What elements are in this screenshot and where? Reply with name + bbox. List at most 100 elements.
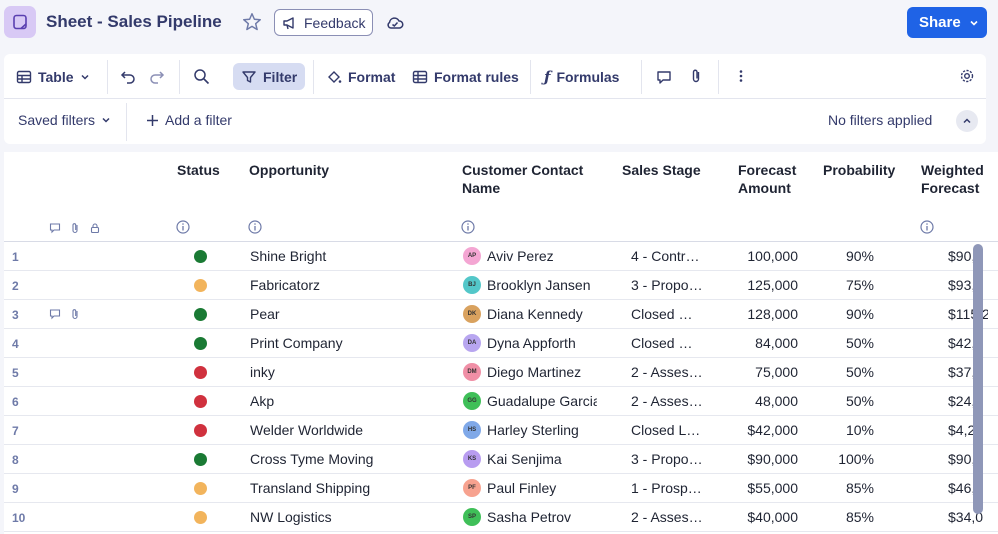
table-row[interactable]: 1 Shine Bright AP Aviv Perez 4 - Contr… 100,0…: [4, 242, 998, 271]
amount-cell[interactable]: 125,000: [747, 277, 798, 293]
probability-cell[interactable]: 10%: [845, 422, 874, 438]
table-row[interactable]: 4 Print Company DA Dyna Appforth Closed … 84,…: [4, 329, 998, 358]
contact-cell[interactable]: Dyna Appforth: [487, 335, 576, 351]
row-number[interactable]: 10: [12, 511, 26, 525]
amount-cell[interactable]: $55,000: [747, 480, 798, 496]
search-icon[interactable]: [193, 68, 210, 85]
contact-cell[interactable]: Guadalupe Garcia: [487, 393, 597, 409]
share-button[interactable]: Share: [907, 7, 987, 38]
table-row[interactable]: 5 inky DM Diego Martinez 2 - Asses… 75,000 50%…: [4, 358, 998, 387]
comment-icon[interactable]: [49, 308, 61, 320]
info-icon[interactable]: [461, 220, 475, 234]
probability-cell[interactable]: 50%: [845, 335, 874, 351]
probability-cell[interactable]: 75%: [845, 277, 874, 293]
feedback-button[interactable]: Feedback: [274, 9, 373, 36]
comment-icon[interactable]: [656, 69, 672, 85]
opportunity-cell[interactable]: Print Company: [250, 335, 343, 351]
row-number[interactable]: 5: [12, 366, 19, 380]
vertical-scrollbar[interactable]: [973, 244, 983, 514]
row-number[interactable]: 4: [12, 337, 19, 351]
status-dot[interactable]: [194, 250, 207, 263]
status-dot[interactable]: [194, 395, 207, 408]
weighted-cell[interactable]: $4,2: [948, 422, 976, 438]
redo-icon[interactable]: [148, 68, 165, 85]
row-number[interactable]: 3: [12, 308, 19, 322]
amount-cell[interactable]: 100,000: [747, 248, 798, 264]
contact-cell[interactable]: Diana Kennedy: [487, 306, 583, 322]
amount-cell[interactable]: 84,000: [755, 335, 798, 351]
saved-filters-dropdown[interactable]: Saved filters: [18, 112, 111, 128]
info-icon[interactable]: [248, 220, 262, 234]
column-header-probability[interactable]: Probability: [823, 162, 896, 178]
contact-cell[interactable]: Kai Senjima: [487, 451, 562, 467]
contact-cell[interactable]: Aviv Perez: [487, 248, 554, 264]
format-rules-button[interactable]: Format rules: [412, 63, 519, 90]
opportunity-cell[interactable]: inky: [250, 364, 275, 380]
sheet-app-icon[interactable]: [4, 6, 36, 38]
stage-cell[interactable]: Closed L…: [631, 422, 701, 438]
row-number[interactable]: 6: [12, 395, 19, 409]
collapse-button[interactable]: [956, 110, 978, 132]
table-row[interactable]: 10 NW Logistics SP Sasha Petrov 2 - Asses… $4…: [4, 503, 998, 532]
amount-cell[interactable]: 128,000: [747, 306, 798, 322]
stage-cell[interactable]: 4 - Contr…: [631, 248, 700, 264]
status-dot[interactable]: [194, 424, 207, 437]
table-row[interactable]: 7 Welder Worldwide HS Harley Sterling Closed…: [4, 416, 998, 445]
status-dot[interactable]: [194, 366, 207, 379]
status-dot[interactable]: [194, 337, 207, 350]
contact-cell[interactable]: Sasha Petrov: [487, 509, 572, 525]
column-header-amount[interactable]: Forecast Amount: [738, 161, 796, 197]
probability-cell[interactable]: 90%: [845, 248, 874, 264]
probability-cell[interactable]: 90%: [845, 306, 874, 322]
stage-cell[interactable]: 1 - Prosp…: [631, 480, 702, 496]
stage-cell[interactable]: 3 - Propo…: [631, 277, 703, 293]
row-number[interactable]: 9: [12, 482, 19, 496]
row-number[interactable]: 7: [12, 424, 19, 438]
stage-cell[interactable]: 2 - Asses…: [631, 364, 703, 380]
contact-cell[interactable]: Brooklyn Jansen: [487, 277, 591, 293]
amount-cell[interactable]: $90,000: [747, 451, 798, 467]
amount-cell[interactable]: 75,000: [755, 364, 798, 380]
opportunity-cell[interactable]: Welder Worldwide: [250, 422, 364, 438]
opportunity-cell[interactable]: Transland Shipping: [250, 480, 371, 496]
opportunity-cell[interactable]: Pear: [250, 306, 280, 322]
info-icon[interactable]: [920, 220, 934, 234]
table-row[interactable]: 3 Pear DK Diana Kennedy Closed … 128,000 90% $1…: [4, 300, 998, 329]
row-number[interactable]: 8: [12, 453, 19, 467]
gear-icon[interactable]: [959, 68, 975, 84]
stage-cell[interactable]: Closed …: [631, 335, 693, 351]
amount-cell[interactable]: 48,000: [755, 393, 798, 409]
probability-cell[interactable]: 85%: [845, 480, 874, 496]
view-switcher[interactable]: Table: [16, 63, 90, 90]
undo-icon[interactable]: [120, 68, 137, 85]
probability-cell[interactable]: 85%: [845, 509, 874, 525]
column-header-stage[interactable]: Sales Stage: [622, 162, 701, 178]
star-icon[interactable]: [241, 11, 263, 33]
filter-button[interactable]: Filter: [233, 63, 306, 90]
stage-cell[interactable]: 2 - Asses…: [631, 393, 703, 409]
stage-cell[interactable]: 2 - Asses…: [631, 509, 703, 525]
info-icon[interactable]: [176, 220, 190, 234]
paperclip-icon[interactable]: [688, 68, 704, 84]
format-button[interactable]: Format: [326, 63, 395, 90]
column-header-status[interactable]: Status: [177, 162, 220, 178]
opportunity-cell[interactable]: Shine Bright: [250, 248, 327, 264]
opportunity-cell[interactable]: Cross Tyme Moving: [250, 451, 374, 467]
row-number[interactable]: 1: [12, 250, 19, 264]
table-row[interactable]: 2 Fabricatorz BJ Brooklyn Jansen 3 - Propo… 1…: [4, 271, 998, 300]
add-filter-button[interactable]: Add a filter: [146, 112, 232, 128]
contact-cell[interactable]: Diego Martinez: [487, 364, 582, 380]
contact-cell[interactable]: Paul Finley: [487, 480, 557, 496]
stage-cell[interactable]: Closed …: [631, 306, 693, 322]
amount-cell[interactable]: $40,000: [747, 509, 798, 525]
column-header-opportunity[interactable]: Opportunity: [249, 162, 330, 178]
probability-cell[interactable]: 50%: [845, 393, 874, 409]
formulas-button[interactable]: ƒ Formulas: [544, 63, 619, 90]
opportunity-cell[interactable]: Fabricatorz: [250, 277, 321, 293]
table-row[interactable]: 9 Transland Shipping PF Paul Finley 1 - Pros…: [4, 474, 998, 503]
table-row[interactable]: 8 Cross Tyme Moving KS Kai Senjima 3 - Propo…: [4, 445, 998, 474]
more-vertical-icon[interactable]: [733, 68, 749, 84]
table-row[interactable]: 6 Akp GG Guadalupe Garcia 2 - Asses… 48,000 50…: [4, 387, 998, 416]
status-dot[interactable]: [194, 308, 207, 321]
amount-cell[interactable]: $42,000: [747, 422, 798, 438]
